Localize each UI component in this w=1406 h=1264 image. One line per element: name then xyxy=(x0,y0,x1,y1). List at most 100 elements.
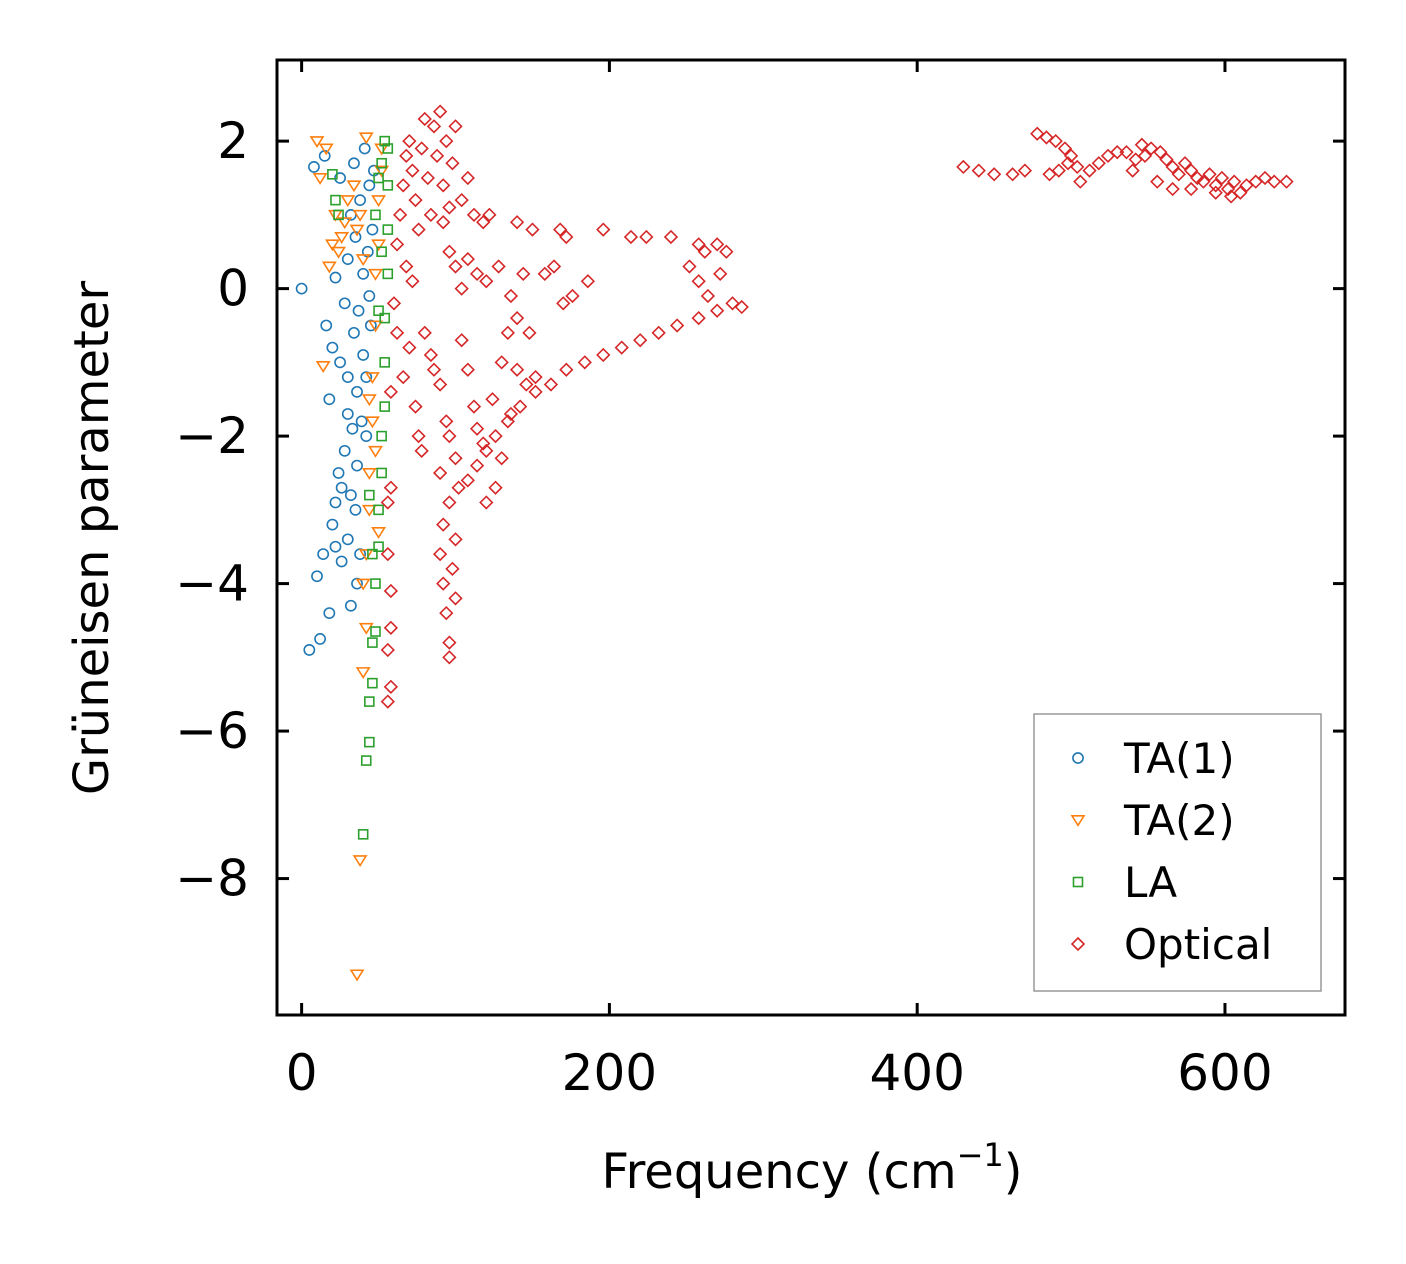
data-point xyxy=(367,637,378,648)
data-point xyxy=(326,341,339,354)
data-point xyxy=(633,333,648,348)
data-point xyxy=(352,855,368,868)
data-point xyxy=(326,518,339,531)
data-point xyxy=(691,237,706,252)
data-point xyxy=(448,259,463,274)
axis-ticks: 0 200 400 600 2 0 −2 −4 −6 −8 xyxy=(175,60,1345,1102)
data-point xyxy=(1137,148,1153,164)
data-point xyxy=(460,251,475,267)
data-point xyxy=(442,428,457,444)
data-point xyxy=(346,180,362,193)
data-point xyxy=(516,266,531,281)
data-point xyxy=(379,135,391,147)
data-point xyxy=(370,578,381,589)
data-point xyxy=(439,133,454,149)
data-point xyxy=(500,325,515,340)
data-point xyxy=(454,333,469,348)
data-point xyxy=(396,178,411,193)
data-point xyxy=(466,399,482,414)
data-point xyxy=(528,384,543,399)
data-point xyxy=(370,626,381,637)
data-point xyxy=(725,296,740,311)
data-point xyxy=(382,180,394,191)
data-point xyxy=(383,583,399,599)
data-point xyxy=(546,259,562,274)
data-point xyxy=(323,607,336,619)
data-point xyxy=(341,533,354,546)
data-point xyxy=(317,548,330,560)
legend-marker-ta-2 xyxy=(1070,814,1086,827)
data-point xyxy=(354,548,367,560)
data-point xyxy=(417,325,432,340)
data-point xyxy=(399,148,414,164)
legend-label-la: LA xyxy=(1124,858,1177,907)
data-point xyxy=(445,561,460,576)
data-point xyxy=(1267,174,1282,189)
data-point xyxy=(379,401,391,412)
data-point xyxy=(373,541,384,553)
data-point xyxy=(295,282,308,295)
data-points xyxy=(295,104,1294,982)
data-point xyxy=(351,385,363,398)
data-point xyxy=(476,436,491,451)
data-point xyxy=(408,192,423,208)
legend-marker-la xyxy=(1072,876,1084,888)
data-point xyxy=(376,467,387,479)
data-point xyxy=(651,325,666,340)
data-point xyxy=(364,736,375,748)
data-point xyxy=(329,540,342,553)
data-point xyxy=(399,259,414,274)
data-point xyxy=(411,428,426,444)
y-tick-label: 0 xyxy=(217,260,249,318)
data-point xyxy=(312,172,328,185)
data-point xyxy=(357,829,369,840)
x-tick-label: 200 xyxy=(562,1044,657,1102)
data-point xyxy=(719,244,734,259)
data-point xyxy=(1202,167,1217,182)
data-point xyxy=(352,209,368,222)
data-point xyxy=(309,136,325,149)
data-point xyxy=(380,642,395,658)
data-point xyxy=(355,254,371,267)
data-point xyxy=(454,281,469,296)
x-axis-title: Frequency (cm−1) xyxy=(601,1136,1022,1200)
data-point xyxy=(700,288,716,304)
data-point xyxy=(1150,174,1165,189)
data-point xyxy=(344,599,357,612)
data-point xyxy=(663,229,679,245)
legend-marker-ta-1 xyxy=(1072,752,1084,764)
data-point xyxy=(349,224,365,237)
data-point xyxy=(308,161,320,173)
data-point xyxy=(709,237,725,252)
data-point xyxy=(469,458,485,473)
data-point xyxy=(382,268,394,280)
data-point xyxy=(488,480,503,495)
data-point xyxy=(335,555,348,568)
data-point xyxy=(1214,170,1230,186)
data-point xyxy=(1134,137,1149,152)
data-point xyxy=(349,503,362,516)
data-point xyxy=(341,408,354,420)
data-point xyxy=(361,467,377,480)
data-point xyxy=(1039,130,1054,145)
data-point xyxy=(482,207,497,222)
data-point xyxy=(429,148,445,164)
data-point xyxy=(367,548,378,560)
data-point xyxy=(519,377,534,392)
data-point xyxy=(414,141,429,156)
data-point xyxy=(360,371,373,384)
data-point xyxy=(331,246,346,259)
data-point xyxy=(1048,133,1063,149)
data-point xyxy=(341,371,354,384)
data-point xyxy=(485,392,500,407)
data-point xyxy=(333,209,344,221)
data-point xyxy=(358,142,371,155)
y-tick-label: −2 xyxy=(175,407,249,465)
data-point xyxy=(380,546,395,562)
data-point xyxy=(417,111,432,127)
data-point xyxy=(442,495,457,510)
data-point xyxy=(371,195,387,208)
data-point xyxy=(1190,170,1205,186)
data-point xyxy=(439,605,454,621)
